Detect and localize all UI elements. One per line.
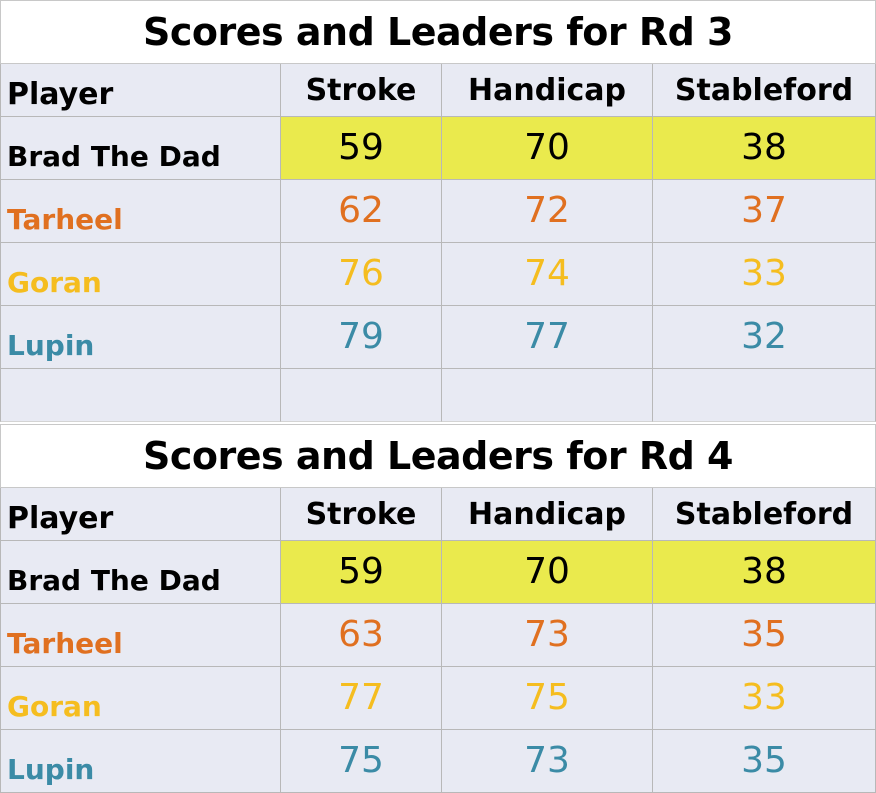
empty-cell	[442, 369, 653, 422]
column-header-stableford: Stableford	[653, 488, 876, 541]
column-header-handicap: Handicap	[442, 64, 653, 117]
player-name-cell: Brad The Dad	[0, 117, 281, 180]
stroke-score-cell: 77	[281, 667, 442, 730]
table-row: Tarheel 62 72 37	[0, 180, 876, 243]
handicap-score-cell: 73	[442, 730, 653, 793]
column-header-player: Player	[0, 488, 281, 541]
empty-cell	[653, 369, 876, 422]
player-name-cell: Goran	[0, 667, 281, 730]
table-row: Goran 77 75 33	[0, 667, 876, 730]
table-row: Lupin 75 73 35	[0, 730, 876, 793]
column-header-stroke: Stroke	[281, 488, 442, 541]
column-header-stableford: Stableford	[653, 64, 876, 117]
stroke-score-cell: 59	[281, 117, 442, 180]
empty-cell	[281, 369, 442, 422]
handicap-score-cell: 74	[442, 243, 653, 306]
column-header-handicap: Handicap	[442, 488, 653, 541]
table-row: Brad The Dad 59 70 38	[0, 117, 876, 180]
handicap-score-cell: 72	[442, 180, 653, 243]
stroke-score-cell: 79	[281, 306, 442, 369]
stableford-score-cell: 38	[653, 541, 876, 604]
round-3-title: Scores and Leaders for Rd 3	[0, 0, 876, 64]
stableford-score-cell: 33	[653, 243, 876, 306]
stableford-score-cell: 33	[653, 667, 876, 730]
header-row: Player Stroke Handicap Stableford	[0, 488, 876, 541]
player-name-cell: Tarheel	[0, 604, 281, 667]
stroke-score-cell: 62	[281, 180, 442, 243]
stroke-score-cell: 75	[281, 730, 442, 793]
round-4-title: Scores and Leaders for Rd 4	[0, 424, 876, 488]
player-name-cell: Lupin	[0, 730, 281, 793]
player-name-cell: Lupin	[0, 306, 281, 369]
table-row: Tarheel 63 73 35	[0, 604, 876, 667]
table-row: Lupin 79 77 32	[0, 306, 876, 369]
stroke-score-cell: 63	[281, 604, 442, 667]
player-name-cell: Tarheel	[0, 180, 281, 243]
header-row: Player Stroke Handicap Stableford	[0, 64, 876, 117]
stableford-score-cell: 35	[653, 730, 876, 793]
column-header-player: Player	[0, 64, 281, 117]
stableford-score-cell: 37	[653, 180, 876, 243]
round-3-table: Scores and Leaders for Rd 3 Player Strok…	[0, 0, 876, 422]
table-row: Brad The Dad 59 70 38	[0, 541, 876, 604]
round-4-table: Scores and Leaders for Rd 4 Player Strok…	[0, 424, 876, 793]
handicap-score-cell: 73	[442, 604, 653, 667]
table-row: Goran 76 74 33	[0, 243, 876, 306]
stroke-score-cell: 59	[281, 541, 442, 604]
empty-cell	[0, 369, 281, 422]
player-name-cell: Brad The Dad	[0, 541, 281, 604]
handicap-score-cell: 75	[442, 667, 653, 730]
stableford-score-cell: 35	[653, 604, 876, 667]
stableford-score-cell: 38	[653, 117, 876, 180]
spacer-row	[0, 369, 876, 422]
handicap-score-cell: 77	[442, 306, 653, 369]
stroke-score-cell: 76	[281, 243, 442, 306]
column-header-stroke: Stroke	[281, 64, 442, 117]
handicap-score-cell: 70	[442, 541, 653, 604]
stableford-score-cell: 32	[653, 306, 876, 369]
handicap-score-cell: 70	[442, 117, 653, 180]
player-name-cell: Goran	[0, 243, 281, 306]
